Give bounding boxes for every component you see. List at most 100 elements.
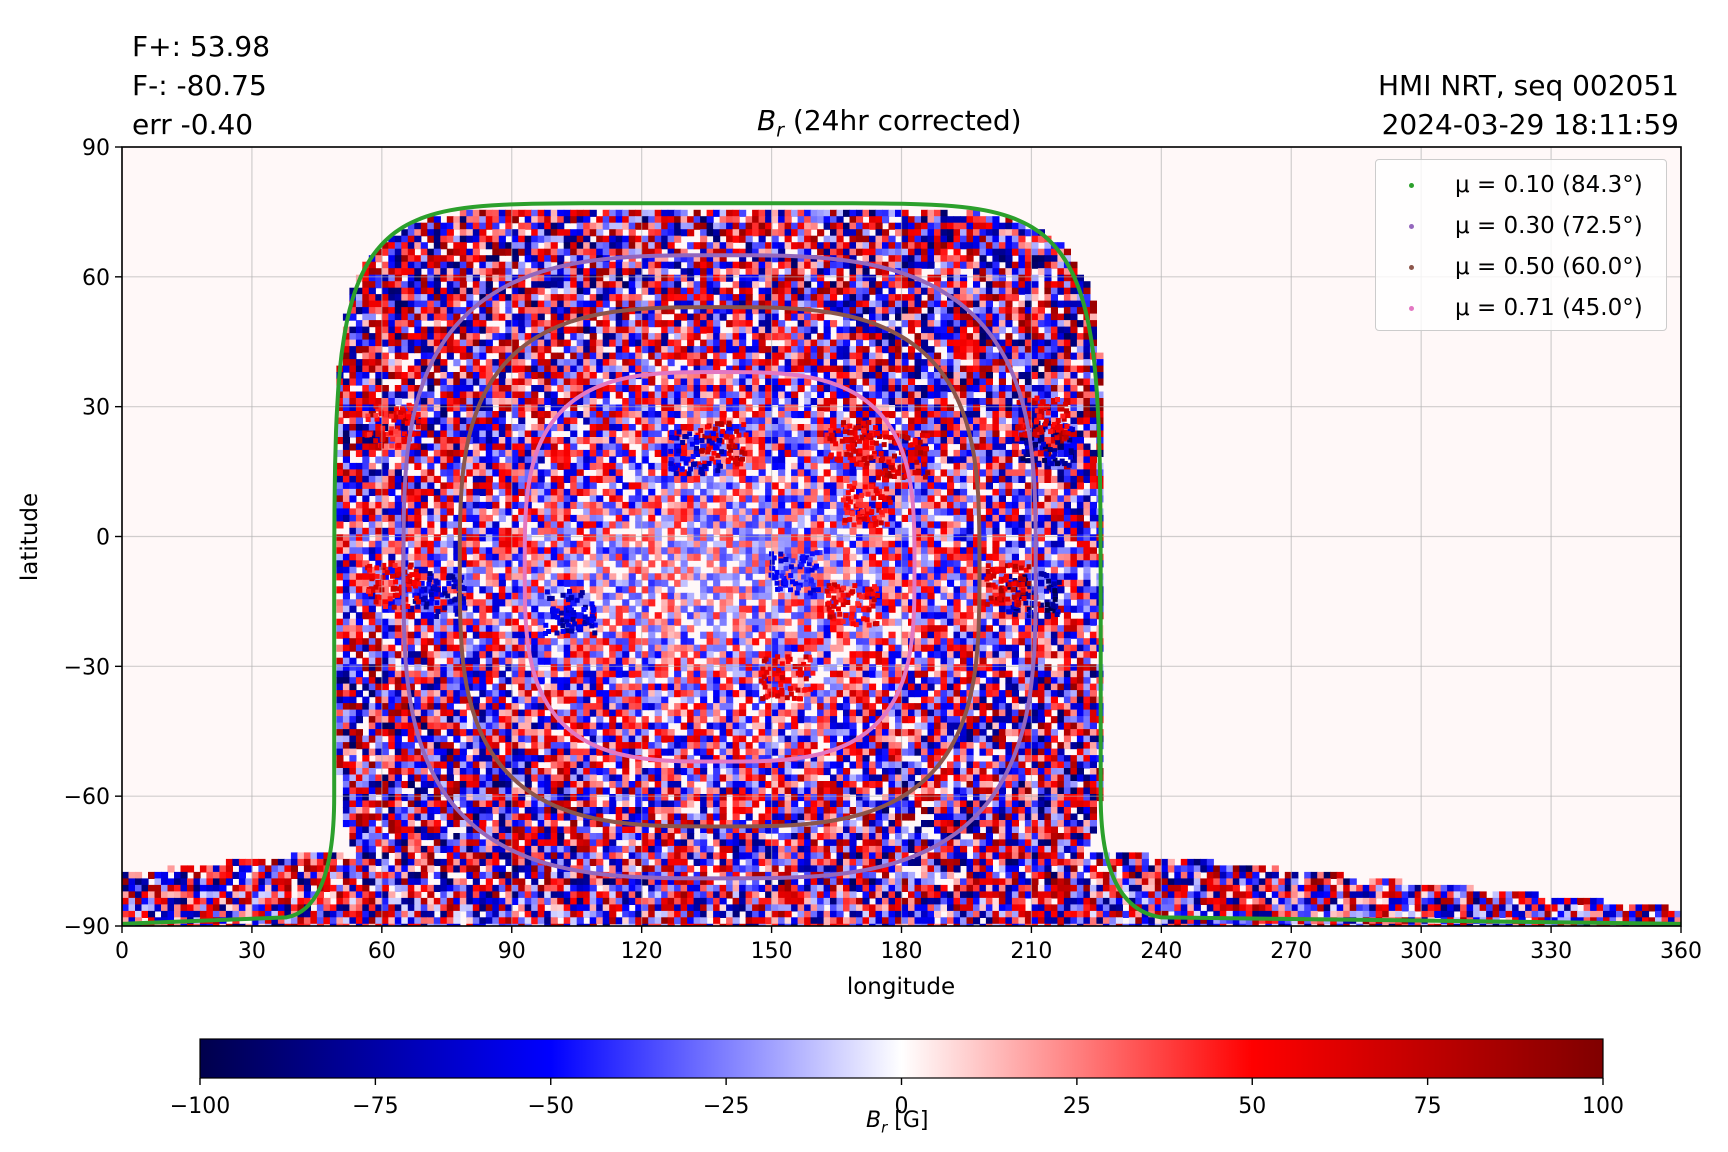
heatmap-cell xyxy=(888,255,896,263)
heatmap-cell xyxy=(511,462,519,470)
heatmap-cell xyxy=(823,417,831,425)
heatmap-cell xyxy=(401,339,409,347)
heatmap-cell xyxy=(505,326,513,334)
heatmap-cell xyxy=(648,255,656,263)
heatmap-cell xyxy=(531,437,539,445)
heatmap-cell xyxy=(589,488,597,496)
heatmap-cell xyxy=(563,209,571,217)
heatmap-cell xyxy=(654,261,662,269)
heatmap-cell xyxy=(921,320,929,328)
heatmap-cell xyxy=(596,501,604,509)
heatmap-cell xyxy=(888,339,896,347)
heatmap-cell xyxy=(973,404,981,412)
heatmap-cell xyxy=(498,378,506,386)
heatmap-cell xyxy=(615,313,623,321)
heatmap-cell xyxy=(992,462,1000,470)
heatmap-cell xyxy=(667,475,675,483)
heatmap-cell xyxy=(466,274,474,282)
heatmap-cell xyxy=(654,235,662,243)
heatmap-cell xyxy=(810,443,818,451)
heatmap-cell xyxy=(349,326,357,334)
heatmap-cell xyxy=(401,255,409,263)
heatmap-cell xyxy=(758,300,766,308)
heatmap-cell xyxy=(388,449,396,457)
heatmap-cell xyxy=(778,417,786,425)
heatmap-cell xyxy=(752,398,760,406)
heatmap-cell xyxy=(726,495,734,503)
heatmap-cell xyxy=(609,352,617,360)
heatmap-cell xyxy=(771,501,779,509)
heatmap-cell xyxy=(518,287,526,295)
heatmap-cell xyxy=(485,261,493,269)
heatmap-cell xyxy=(985,372,993,380)
heatmap-cell xyxy=(362,352,370,360)
heatmap-cell xyxy=(485,242,493,250)
heatmap-cell xyxy=(589,209,597,217)
heatmap-cell xyxy=(869,281,877,289)
heatmap-cell xyxy=(1063,527,1071,535)
heatmap-cell xyxy=(524,222,532,230)
heatmap-cell xyxy=(472,339,480,347)
heatmap-cell xyxy=(349,469,357,477)
heatmap-cell xyxy=(856,268,864,276)
heatmap-cell xyxy=(576,235,584,243)
heatmap-cell xyxy=(1083,488,1091,496)
heatmap-cell xyxy=(985,501,993,509)
heatmap-cell xyxy=(1031,411,1039,419)
heatmap-cell xyxy=(362,424,370,432)
heatmap-cell xyxy=(479,475,487,483)
heatmap-cell xyxy=(1011,501,1019,509)
heatmap-cell xyxy=(355,488,363,496)
heatmap-cell xyxy=(583,287,591,295)
heatmap-cell xyxy=(726,307,734,315)
heatmap-cell xyxy=(628,339,636,347)
heatmap-cell xyxy=(602,469,610,477)
heatmap-cell xyxy=(485,534,493,542)
heatmap-cell xyxy=(960,488,968,496)
heatmap-cell xyxy=(947,222,955,230)
heatmap-cell xyxy=(414,294,422,302)
heatmap-cell xyxy=(706,417,714,425)
heatmap-cell xyxy=(518,540,526,548)
heatmap-cell xyxy=(745,495,753,503)
heatmap-cell xyxy=(446,216,454,224)
heatmap-cell xyxy=(843,242,851,250)
heatmap-cell xyxy=(446,462,454,470)
heatmap-cell xyxy=(1005,411,1013,419)
heatmap-cell xyxy=(1024,281,1032,289)
heatmap-cell xyxy=(446,268,454,276)
heatmap-cell xyxy=(1018,287,1026,295)
heatmap-cell xyxy=(869,424,877,432)
heatmap-cell xyxy=(524,287,532,295)
heatmap-cell xyxy=(492,242,500,250)
heatmap-cell xyxy=(745,430,753,438)
heatmap-cell xyxy=(784,437,792,445)
heatmap-cell xyxy=(862,411,870,419)
heatmap-cell xyxy=(531,430,539,438)
heatmap-cell xyxy=(446,235,454,243)
heatmap-cell xyxy=(511,456,519,464)
heatmap-cell xyxy=(908,404,916,412)
heatmap-cell xyxy=(869,235,877,243)
heatmap-cell xyxy=(719,404,727,412)
heatmap-cell xyxy=(667,346,675,354)
heatmap-cell xyxy=(440,495,448,503)
heatmap-cell xyxy=(765,209,773,217)
heatmap-cell xyxy=(810,475,818,483)
heatmap-cell xyxy=(544,508,552,516)
heatmap-cell xyxy=(784,333,792,341)
heatmap-cell xyxy=(940,307,948,315)
heatmap-cell xyxy=(427,514,435,522)
heatmap-cell xyxy=(472,352,480,360)
heatmap-cell xyxy=(505,242,513,250)
heatmap-cell xyxy=(641,398,649,406)
heatmap-cell xyxy=(1089,333,1097,341)
heatmap-cell xyxy=(414,456,422,464)
heatmap-cell xyxy=(615,449,623,457)
heatmap-cell xyxy=(1024,261,1032,269)
heatmap-cell xyxy=(1057,521,1065,529)
heatmap-cell xyxy=(1089,424,1097,432)
heatmap-cell xyxy=(661,352,669,360)
heatmap-cell xyxy=(960,235,968,243)
heatmap-cell xyxy=(433,443,441,451)
